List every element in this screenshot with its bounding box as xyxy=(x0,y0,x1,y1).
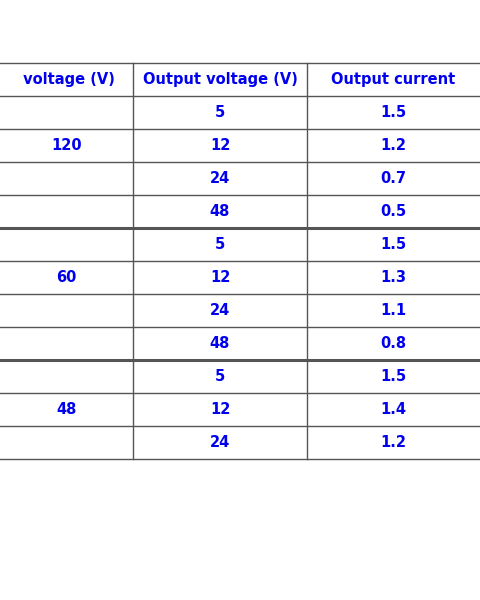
Text: 12: 12 xyxy=(210,138,230,153)
Text: 1.3: 1.3 xyxy=(381,270,407,285)
Text: Output current: Output current xyxy=(331,72,456,87)
Text: 120: 120 xyxy=(51,138,82,153)
Text: 48: 48 xyxy=(210,336,230,351)
Text: 5: 5 xyxy=(215,369,225,384)
Text: 60: 60 xyxy=(56,270,77,285)
Text: 48: 48 xyxy=(210,204,230,219)
Text: 1.1: 1.1 xyxy=(381,303,407,318)
Text: 0.7: 0.7 xyxy=(381,171,407,186)
Text: 1.2: 1.2 xyxy=(381,138,407,153)
Text: Output voltage (V): Output voltage (V) xyxy=(143,72,298,87)
Text: 12: 12 xyxy=(210,270,230,285)
Text: 12: 12 xyxy=(210,402,230,417)
Text: 48: 48 xyxy=(56,402,77,417)
Text: 1.4: 1.4 xyxy=(381,402,407,417)
Text: 5: 5 xyxy=(215,105,225,120)
Text: 24: 24 xyxy=(210,435,230,450)
Text: 1.5: 1.5 xyxy=(381,369,407,384)
Text: 1.5: 1.5 xyxy=(381,237,407,252)
Text: voltage (V): voltage (V) xyxy=(18,72,115,87)
Text: 1.5: 1.5 xyxy=(381,105,407,120)
Text: 0.5: 0.5 xyxy=(381,204,407,219)
Text: 0.8: 0.8 xyxy=(381,336,407,351)
Text: 24: 24 xyxy=(210,171,230,186)
Text: 24: 24 xyxy=(210,303,230,318)
Text: 5: 5 xyxy=(215,237,225,252)
Text: 1.2: 1.2 xyxy=(381,435,407,450)
